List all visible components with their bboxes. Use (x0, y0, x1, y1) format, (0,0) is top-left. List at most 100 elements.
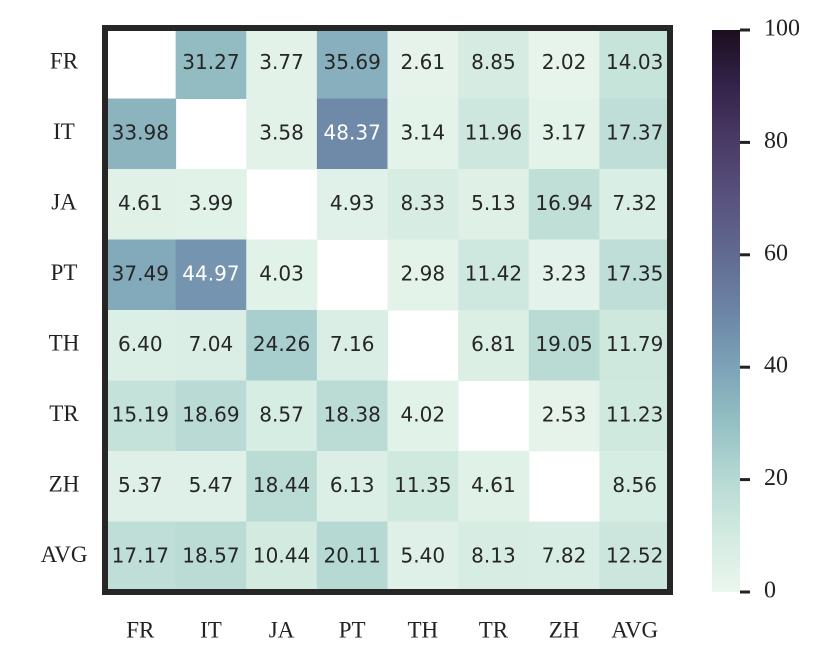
cell-label: 5.40 (401, 543, 446, 567)
y-tick-label: JA (51, 190, 77, 215)
colorbar-tick-label: 40 (764, 353, 788, 379)
cell (599, 239, 671, 311)
cell-label: 14.03 (606, 50, 663, 74)
cell (599, 310, 671, 381)
cell-label: 2.53 (542, 402, 587, 426)
cell-label: 6.13 (330, 473, 375, 497)
cell (528, 28, 600, 99)
cell-label: 48.37 (324, 120, 381, 144)
cell (105, 521, 177, 593)
cell (175, 451, 247, 522)
cell-label: 37.49 (112, 261, 169, 285)
cell-label: 6.40 (118, 332, 163, 356)
cell-label: 3.99 (189, 191, 234, 215)
cell-label: 17.17 (112, 543, 169, 567)
x-tick-label: IT (200, 617, 222, 642)
cell (105, 239, 177, 311)
cell-label: 2.02 (542, 50, 587, 74)
cell-label: 7.32 (612, 191, 657, 215)
cell-label: 24.26 (253, 332, 310, 356)
cell-label: 18.44 (253, 473, 310, 497)
cell-label: 3.77 (259, 50, 304, 74)
heatmap-frame (102, 25, 673, 595)
colorbar-tick-label: 100 (764, 16, 800, 42)
cell (316, 380, 388, 452)
colorbar-tick-label: 0 (764, 578, 776, 604)
cell (458, 239, 530, 311)
cell (246, 521, 318, 593)
cell-label: 4.61 (118, 191, 163, 215)
cell (458, 169, 530, 240)
cell (528, 521, 600, 593)
cell (387, 451, 459, 522)
cell (175, 380, 247, 452)
cell-label: 4.03 (259, 261, 304, 285)
cell (105, 451, 177, 522)
cell-label: 8.57 (259, 402, 304, 426)
cell (175, 310, 247, 381)
cell-label: 18.57 (182, 543, 239, 567)
colorbar (712, 30, 740, 592)
cell (387, 28, 459, 99)
cell (105, 169, 177, 240)
x-tick-label: TH (407, 617, 438, 642)
cell-label: 16.94 (535, 191, 592, 215)
cell-label: 7.04 (189, 332, 234, 356)
y-tick-label: TH (49, 331, 80, 356)
cell (458, 98, 530, 170)
cell-label: 4.93 (330, 191, 375, 215)
cell (316, 310, 388, 381)
cell-label: 8.13 (471, 543, 516, 567)
y-tick-label: PT (51, 260, 78, 285)
colorbar-tick-label: 60 (764, 240, 788, 266)
cell-label: 7.82 (542, 543, 587, 567)
cell-label: 11.35 (394, 473, 451, 497)
cell-label: 33.98 (112, 120, 169, 144)
x-tick-label: JA (269, 617, 295, 642)
cell-label: 19.05 (535, 332, 592, 356)
cell-label: 2.61 (401, 50, 446, 74)
cell-label: 11.42 (465, 261, 522, 285)
cell-label: 3.58 (259, 120, 304, 144)
cell (387, 521, 459, 593)
cell-label: 31.27 (182, 50, 239, 74)
cell (387, 169, 459, 240)
cell-label: 3.14 (401, 120, 446, 144)
cell (246, 451, 318, 522)
cell-label: 7.16 (330, 332, 375, 356)
cell (105, 310, 177, 381)
cell-label: 18.69 (182, 402, 239, 426)
cell (246, 239, 318, 311)
cell (458, 28, 530, 99)
cell (246, 28, 318, 99)
cell (246, 380, 318, 452)
cell-label: 4.61 (471, 473, 516, 497)
cell (458, 451, 530, 522)
cell-label: 11.96 (465, 120, 522, 144)
cell (387, 380, 459, 452)
colorbar-tick-label: 20 (764, 465, 788, 491)
cell (528, 310, 600, 381)
cell (105, 98, 177, 170)
cell (316, 451, 388, 522)
cell-label: 11.23 (606, 402, 663, 426)
cell (387, 98, 459, 170)
cell (175, 239, 247, 311)
cell-label: 35.69 (324, 50, 381, 74)
cell (316, 98, 388, 170)
cell (599, 28, 671, 99)
cell (175, 28, 247, 99)
colorbar-tick-label: 80 (764, 128, 788, 154)
cell (316, 169, 388, 240)
cell-label: 5.13 (471, 191, 516, 215)
cell-label: 17.35 (606, 261, 663, 285)
y-tick-label: IT (53, 119, 75, 144)
cell (175, 521, 247, 593)
cell-label: 6.81 (471, 332, 516, 356)
cell-label: 20.11 (324, 543, 381, 567)
y-tick-label: ZH (49, 472, 80, 497)
cell-label: 3.23 (542, 261, 587, 285)
cell (387, 239, 459, 311)
cell (528, 98, 600, 170)
